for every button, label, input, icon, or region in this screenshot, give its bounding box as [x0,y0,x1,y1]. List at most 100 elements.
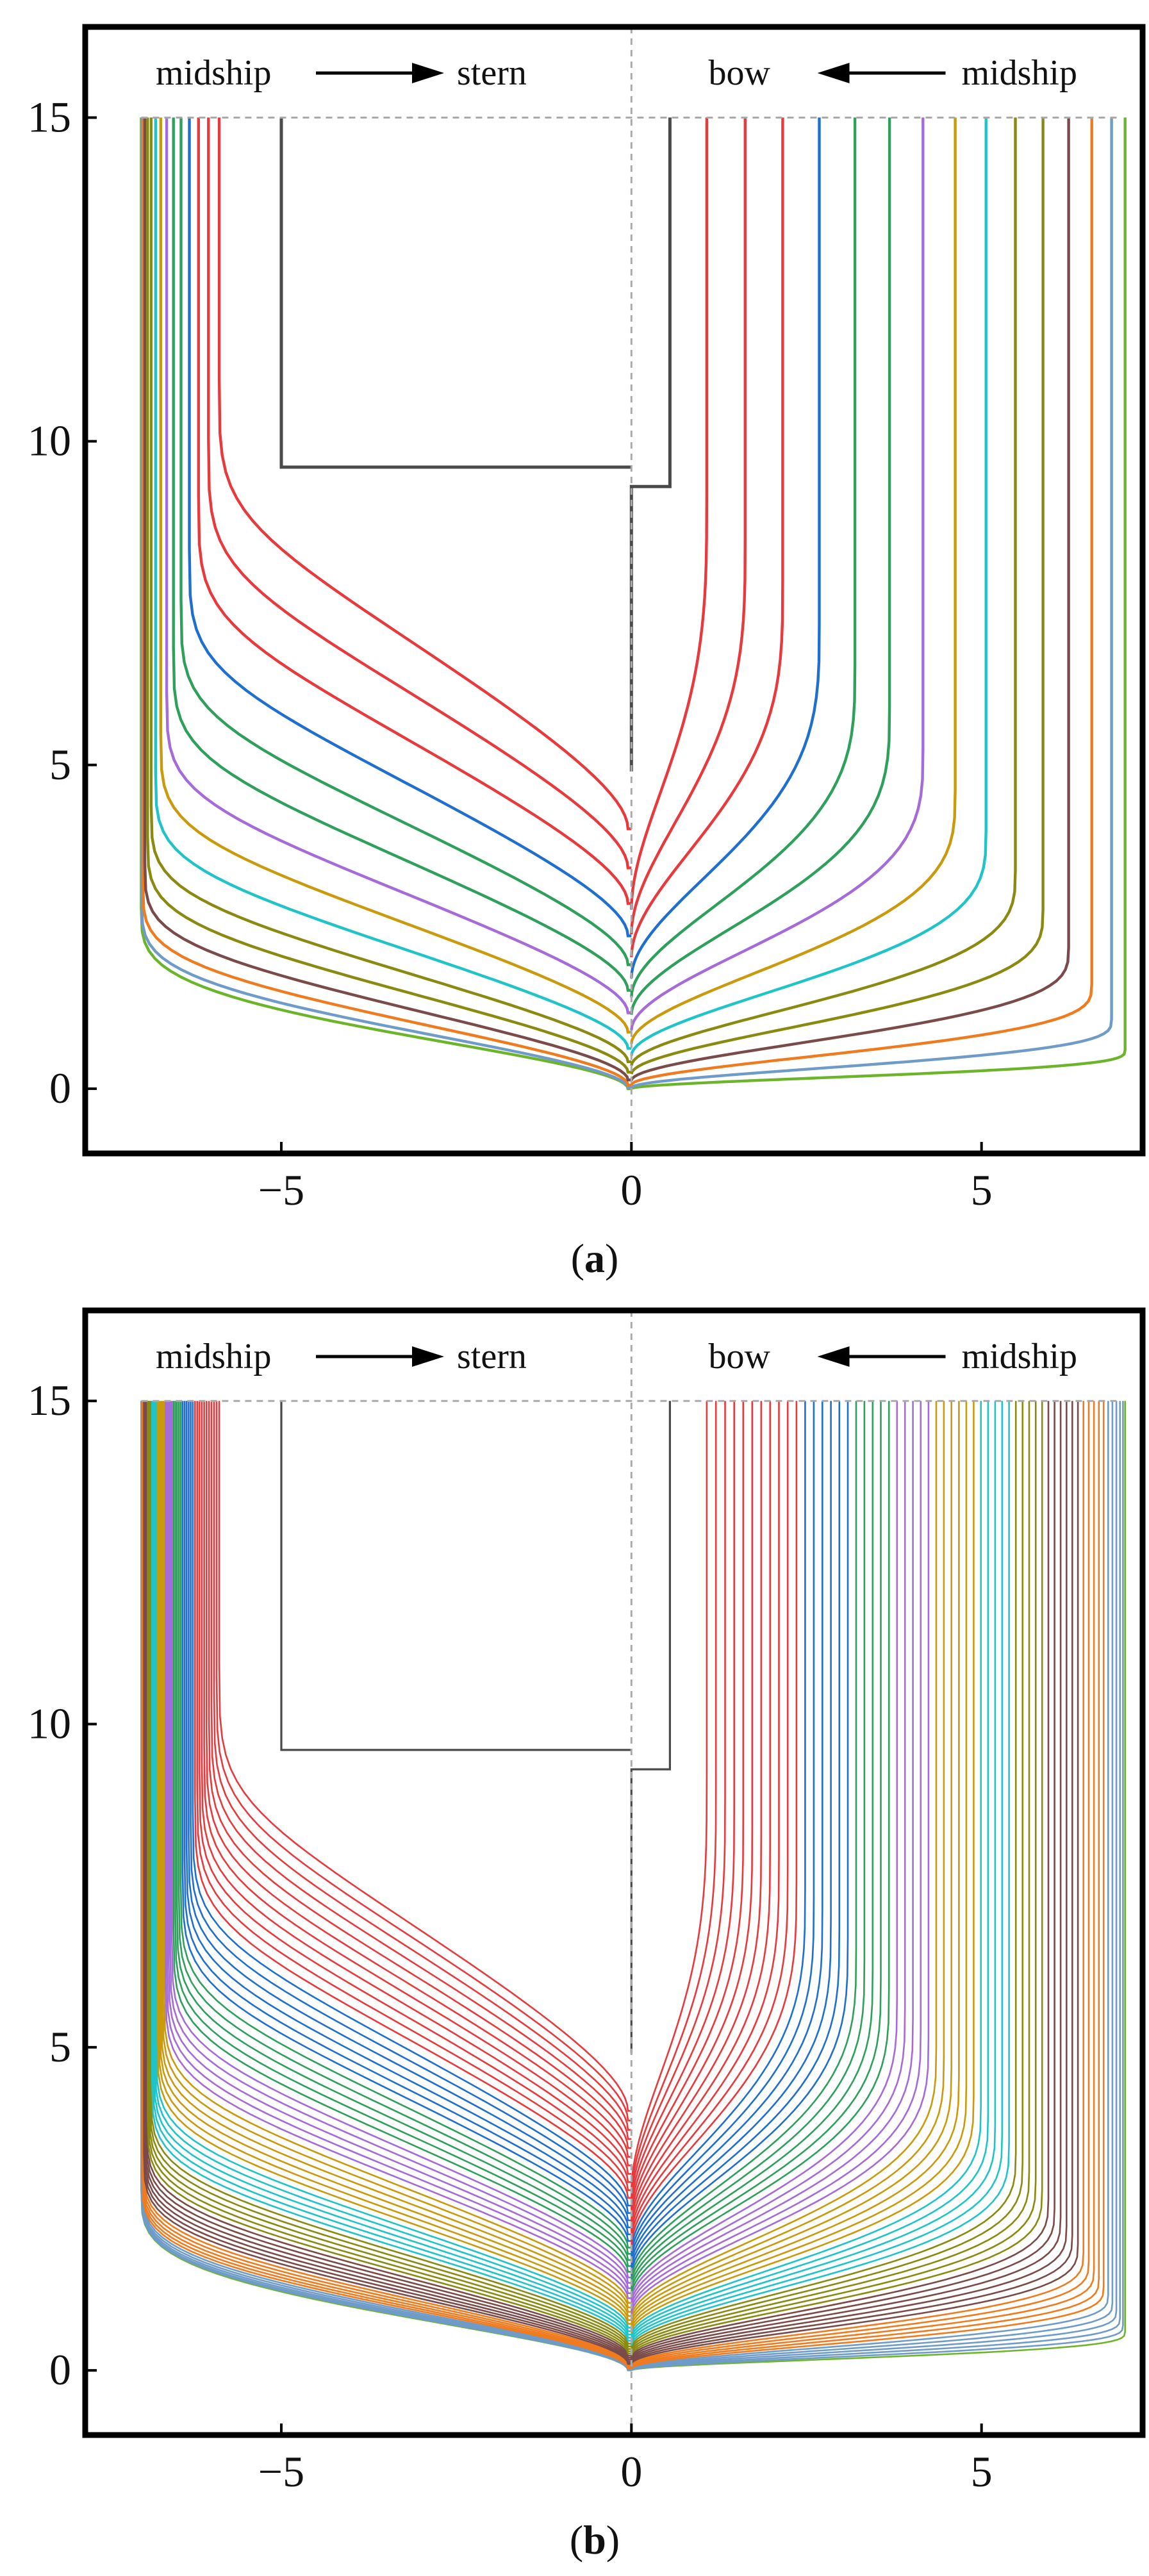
bow-section-line [631,1401,1079,2365]
bow-section-line [630,117,1045,1075]
stern-section-line [154,1401,632,2332]
stern-section-line [143,117,632,1082]
bow-section-line [630,117,1017,1066]
stem-line [630,1401,671,2054]
arrow-head-bow [817,63,850,83]
stern-section-line [207,117,632,870]
stern-section-line [181,1401,632,2242]
stern-section-line [176,1401,632,2261]
x-tick-label: 5 [971,1166,993,1214]
stern-section-line [159,117,632,1034]
bow-section-line [631,1401,1105,2370]
bow-section-line [630,117,988,1057]
stem-line [629,117,672,772]
bow-section-line [631,1401,930,2315]
stern-section-line [208,1401,632,2149]
stern-section-line [141,117,632,1087]
bow-section-line [631,1401,952,2325]
stern-section-line [144,1401,632,2364]
annotation-left-from: midship [156,1337,271,1376]
stern-section-line [159,1401,632,2317]
stern-section-line [163,1401,632,2304]
stern-section-line [142,1401,632,2366]
stern-section-line [154,117,632,1050]
bow-section-line [631,1401,874,2289]
bow-section-line [631,1401,1109,2370]
bow-section-line [631,1401,1030,2352]
arrow-head-bow [817,1346,850,1367]
bow-section-line [631,1401,938,2318]
bow-section-line [631,1401,841,2272]
stern-section-line [161,1401,632,2309]
plot-area [140,117,1127,1091]
stern-section-line [210,1401,632,2140]
transom-line [279,117,632,469]
stern-section-line [140,117,632,1091]
bow-section-line [631,1401,898,2300]
bow-section-line [631,1401,857,2280]
bow-section-line [631,1401,906,2304]
stern-section-line [141,1401,632,2370]
bow-section-line [631,1401,989,2339]
panel-label: (a) [571,1235,619,1281]
stern-section-line [171,1401,632,2279]
stern-section-line [142,1401,632,2367]
stern-section-line [179,117,632,966]
y-tick-label: 5 [49,740,71,789]
stern-section-line [166,1401,632,2294]
axes-frame [82,1307,1146,2438]
bow-section-line [631,1401,754,2221]
y-tick-label: 10 [28,417,71,465]
bow-section-line [631,1401,1100,2368]
stern-section-line [167,1401,632,2290]
bow-section-line [631,1401,763,2227]
panel-b: 0 5 10 15 −5 0 5 midship stern bow midship (b) [28,1307,1146,2563]
stern-section-line [172,1401,632,2273]
stern-section-line [165,1401,632,2299]
arrow-head-stern [412,1346,444,1367]
bow-section-line [631,1401,1124,2372]
transom-line [280,1401,632,1751]
stern-section-line [203,1401,632,2167]
stern-section-line [153,1401,632,2336]
panel-a: 0 5 10 15 −5 0 5 midship stern bow midship (a) [28,24,1146,1281]
bow-section-line [631,1401,996,2341]
bow-section-line [631,1401,708,2192]
stern-section-line [141,1401,632,2370]
bow-section-line [631,1401,968,2331]
bow-section-line [631,1401,914,2308]
bow-section-line [631,1401,717,2198]
bow-section-line [631,1401,922,2311]
bow-section-line [631,1401,780,2237]
stern-section-line [172,117,632,992]
stern-section-line [188,117,632,937]
bow-section-line [630,117,891,1015]
bow-section-line [631,1401,975,2333]
annotation-left-to: stern [457,53,527,93]
stern-section-line [215,1401,632,2122]
stern-section-line [213,1401,632,2131]
bow-section-line [631,1401,960,2328]
stern-section-line [179,1401,632,2249]
bow-section-line [631,1401,1118,2371]
x-tick-label: 5 [971,2447,993,2496]
stern-section-line [147,1401,632,2355]
x-tick-label: −5 [258,2447,304,2496]
bow-section-line [631,1401,849,2276]
stern-section-line [165,117,632,1014]
bow-section-line [631,1401,815,2258]
x-tick-label: −5 [258,1166,304,1214]
stern-section-line [160,1401,632,2313]
bow-section-line [631,1401,882,2293]
arrow-head-stern [412,63,444,83]
bow-section-line [630,117,821,978]
annotation-right-to: bow [709,1337,771,1376]
stern-section-line [199,1401,632,2183]
bow-section-line [631,1401,1050,2358]
stern-section-line [156,1401,632,2325]
stern-section-line [148,1401,632,2350]
bow-section-line [631,1401,1121,2371]
bow-section-line [631,1401,1037,2354]
bow-section-line [630,117,784,957]
bow-section-line [630,117,925,1031]
